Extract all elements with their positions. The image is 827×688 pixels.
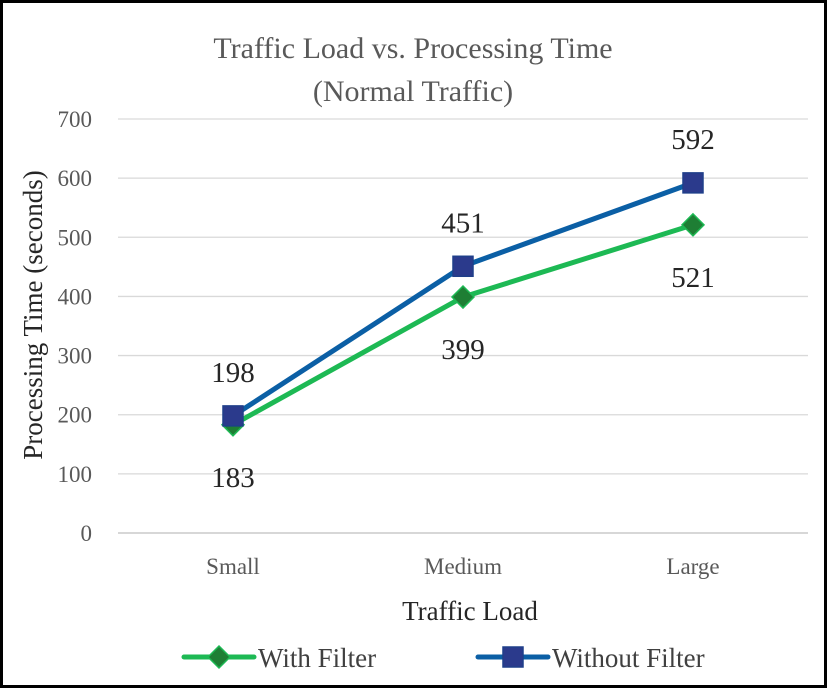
marker-with-filter	[680, 212, 706, 237]
y-tick-label: 300	[58, 344, 93, 369]
y-tick-label: 0	[81, 521, 93, 546]
data-label: 183	[211, 462, 255, 494]
y-axis-label: Processing Time (seconds)	[18, 170, 48, 460]
x-tick-label: Large	[666, 554, 719, 579]
data-labels: 183 399 521 198 451 592	[211, 124, 715, 494]
y-tick-label: 100	[58, 462, 93, 487]
marker-without-filter	[222, 405, 244, 427]
data-label: 592	[671, 124, 715, 156]
y-tick-labels: 0 100 200 300 400 500 600 700	[58, 107, 93, 546]
series-line-with-filter	[230, 222, 696, 428]
series-markers	[220, 172, 706, 437]
legend-label: With Filter	[258, 643, 376, 673]
x-tick-label: Medium	[424, 554, 502, 579]
x-tick-label: Small	[206, 554, 260, 579]
legend-item: Without Filter	[475, 643, 705, 673]
marker-with-filter	[450, 284, 476, 310]
x-axis-label: Traffic Load	[402, 596, 538, 626]
data-label: 399	[441, 334, 485, 366]
chart-title-line-1: Traffic Load vs. Processing Time	[213, 32, 612, 65]
legend-label: Without Filter	[552, 643, 705, 673]
marker-without-filter	[452, 255, 474, 278]
y-tick-label: 600	[58, 166, 93, 191]
x-tick-labels: Small Medium Large	[206, 554, 719, 579]
data-label: 451	[441, 207, 485, 239]
y-tick-label: 400	[58, 284, 93, 309]
legend-item: With Filter	[181, 643, 376, 673]
y-tick-label: 200	[58, 403, 93, 428]
chart-title-line-2: (Normal Traffic)	[313, 75, 513, 108]
y-tick-label: 700	[58, 107, 93, 132]
data-label: 198	[211, 357, 255, 389]
legend: With Filter Without Filter	[181, 643, 705, 673]
marker-without-filter	[682, 172, 704, 194]
data-label: 521	[671, 262, 715, 294]
legend-marker	[206, 644, 232, 670]
y-tick-label: 500	[58, 225, 93, 250]
legend-marker	[502, 646, 524, 668]
